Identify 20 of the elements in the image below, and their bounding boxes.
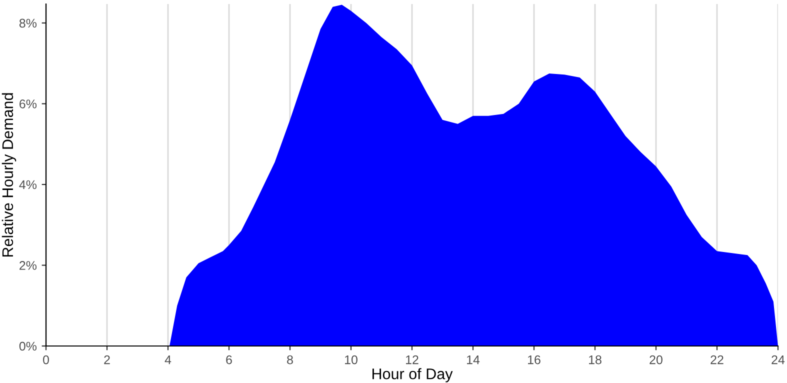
y-tick-label: 2%	[20, 261, 37, 270]
x-tick-label: 8	[287, 355, 293, 364]
x-tick-label: 14	[467, 355, 480, 364]
y-axis-title: Relative Hourly Demand	[2, 93, 16, 257]
x-tick-label: 2	[104, 355, 110, 364]
x-tick-label: 10	[345, 355, 358, 364]
x-tick-label: 12	[406, 355, 418, 364]
x-tick-label: 0	[43, 355, 49, 364]
y-tick-label: 8%	[19, 18, 37, 28]
x-tick-label: 6	[226, 355, 232, 364]
x-axis-title: Hour of Day	[372, 368, 453, 382]
y-tick-label: 6%	[20, 100, 37, 108]
y-tick-label: 4%	[19, 180, 37, 190]
x-tick-label: 18	[589, 355, 602, 364]
x-tick-label: 24	[772, 355, 785, 364]
x-tick-label: 4	[164, 355, 172, 364]
x-tick-label: 16	[528, 355, 540, 364]
y-tick-label: 0%	[19, 342, 37, 351]
x-tick-label: 22	[710, 355, 724, 364]
x-tick-label: 20	[650, 355, 662, 364]
